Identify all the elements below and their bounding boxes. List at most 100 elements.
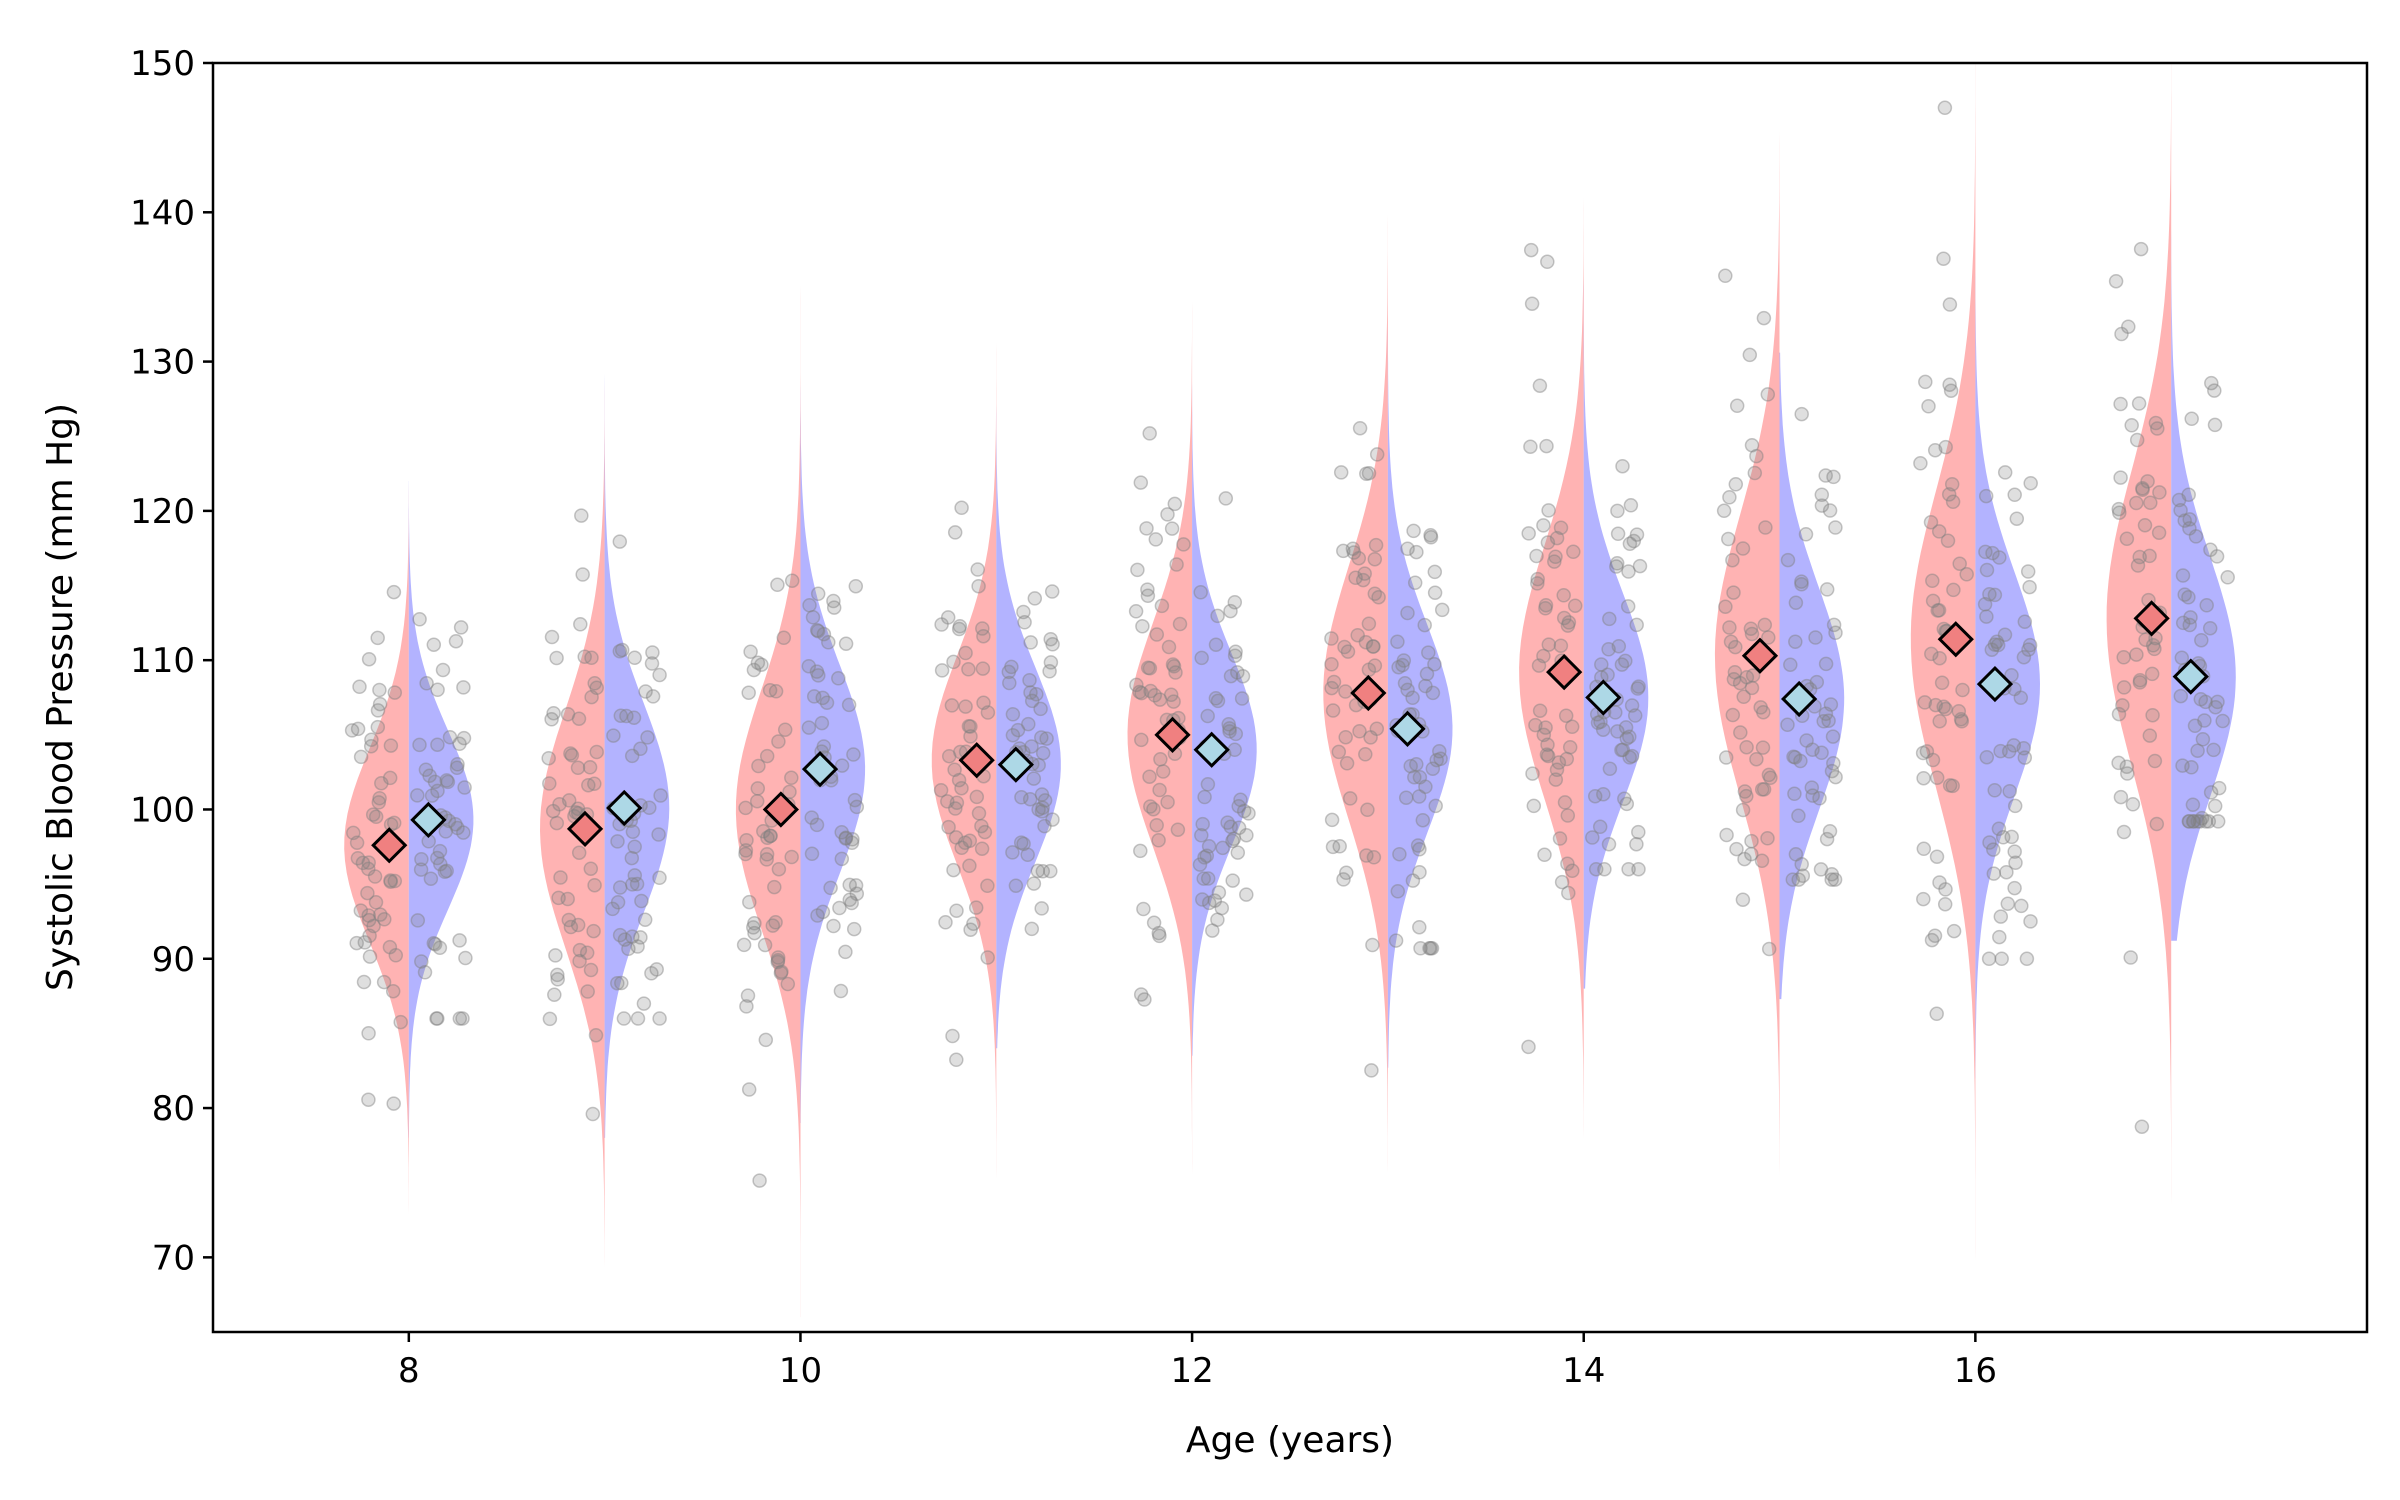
- data-point: [1938, 882, 1953, 897]
- data-point: [1987, 783, 2002, 798]
- data-point: [1045, 812, 1060, 827]
- data-point: [1230, 845, 1246, 860]
- data-point: [1225, 833, 1240, 849]
- data-point: [1427, 657, 1442, 672]
- data-point: [1757, 617, 1773, 633]
- data-point: [1409, 544, 1424, 560]
- data-point: [2116, 824, 2132, 840]
- data-point: [1728, 639, 1743, 655]
- data-point: [585, 1106, 601, 1122]
- y-tick-label: 150: [130, 44, 195, 84]
- data-point: [2208, 699, 2223, 715]
- data-point: [1739, 739, 1754, 755]
- data-point: [1918, 374, 1933, 390]
- data-point: [770, 953, 786, 968]
- data-point: [1925, 752, 1941, 768]
- data-point: [1552, 831, 1568, 846]
- data-point: [1024, 739, 1039, 754]
- data-point: [606, 728, 621, 743]
- data-point: [633, 741, 648, 757]
- data-point: [542, 1011, 558, 1027]
- data-point: [1391, 659, 1406, 675]
- data-point: [1992, 929, 2007, 945]
- data-point: [1400, 605, 1415, 621]
- data-point: [969, 789, 985, 805]
- data-point: [1629, 527, 1645, 542]
- data-point: [806, 689, 822, 704]
- data-point: [1916, 891, 1931, 907]
- data-point: [1934, 675, 1950, 691]
- data-point: [2183, 610, 2198, 625]
- data-point: [1532, 703, 1548, 718]
- data-point: [438, 824, 454, 839]
- data-point: [1524, 296, 1540, 311]
- data-point: [1567, 598, 1583, 613]
- data-point: [1390, 634, 1405, 649]
- data-point: [1521, 1039, 1536, 1055]
- data-point: [1945, 778, 1960, 794]
- data-point: [804, 846, 820, 862]
- data-point: [2129, 495, 2144, 511]
- x-tick-label: 10: [779, 1351, 822, 1391]
- data-point: [627, 650, 642, 666]
- data-point: [1929, 849, 1945, 864]
- data-point: [1760, 831, 1775, 846]
- data-point: [747, 915, 762, 931]
- data-point: [649, 962, 664, 977]
- data-point: [2113, 396, 2128, 412]
- data-point: [450, 820, 465, 836]
- data-point: [584, 689, 599, 705]
- data-point: [361, 912, 377, 928]
- data-point: [1526, 798, 1542, 814]
- data-point: [1415, 812, 1431, 828]
- data-point: [1739, 669, 1755, 685]
- data-point: [2008, 855, 2023, 870]
- violin-half-group-b: [1583, 218, 1649, 989]
- data-point: [1194, 650, 1209, 666]
- data-point: [1539, 438, 1554, 454]
- data-point: [2184, 760, 2199, 775]
- data-point: [452, 933, 467, 948]
- data-point: [2004, 829, 2019, 845]
- data-point: [1325, 839, 1341, 855]
- data-point: [1722, 620, 1737, 635]
- x-tick-label: 14: [1562, 1351, 1605, 1391]
- data-point: [2019, 951, 2035, 967]
- data-point: [2121, 319, 2136, 334]
- data-point: [834, 851, 850, 867]
- data-point: [1780, 717, 1795, 733]
- data-point: [1406, 523, 1421, 539]
- data-point: [1042, 664, 1057, 679]
- data-point: [1418, 779, 1433, 795]
- data-point: [1756, 704, 1771, 720]
- data-point: [373, 907, 388, 922]
- data-point: [1365, 639, 1381, 654]
- data-point: [846, 921, 862, 937]
- data-point: [2115, 698, 2130, 713]
- data-point: [363, 738, 379, 754]
- data-point: [2177, 587, 2192, 602]
- data-point: [2120, 766, 2135, 781]
- data-point: [1602, 761, 1618, 777]
- violin-half-group-b: [1975, 212, 2040, 1079]
- data-point: [1721, 531, 1736, 547]
- y-tick-label: 140: [130, 193, 195, 233]
- data-point: [610, 895, 626, 910]
- data-point: [975, 661, 991, 676]
- data-point: [2132, 672, 2148, 688]
- data-point: [1941, 487, 1957, 502]
- data-point: [1215, 840, 1230, 856]
- data-point: [1979, 562, 1995, 578]
- data-point: [763, 828, 778, 844]
- data-point: [838, 944, 853, 960]
- data-point: [1617, 791, 1632, 807]
- violin-half-group-b: [2171, 63, 2236, 941]
- data-point: [2211, 780, 2227, 796]
- data-point: [571, 711, 587, 726]
- data-point: [1170, 822, 1186, 837]
- data-point: [1429, 752, 1444, 768]
- data-point: [2148, 415, 2164, 431]
- data-point: [2114, 326, 2129, 342]
- data-point: [1161, 639, 1177, 655]
- data-point: [738, 843, 754, 858]
